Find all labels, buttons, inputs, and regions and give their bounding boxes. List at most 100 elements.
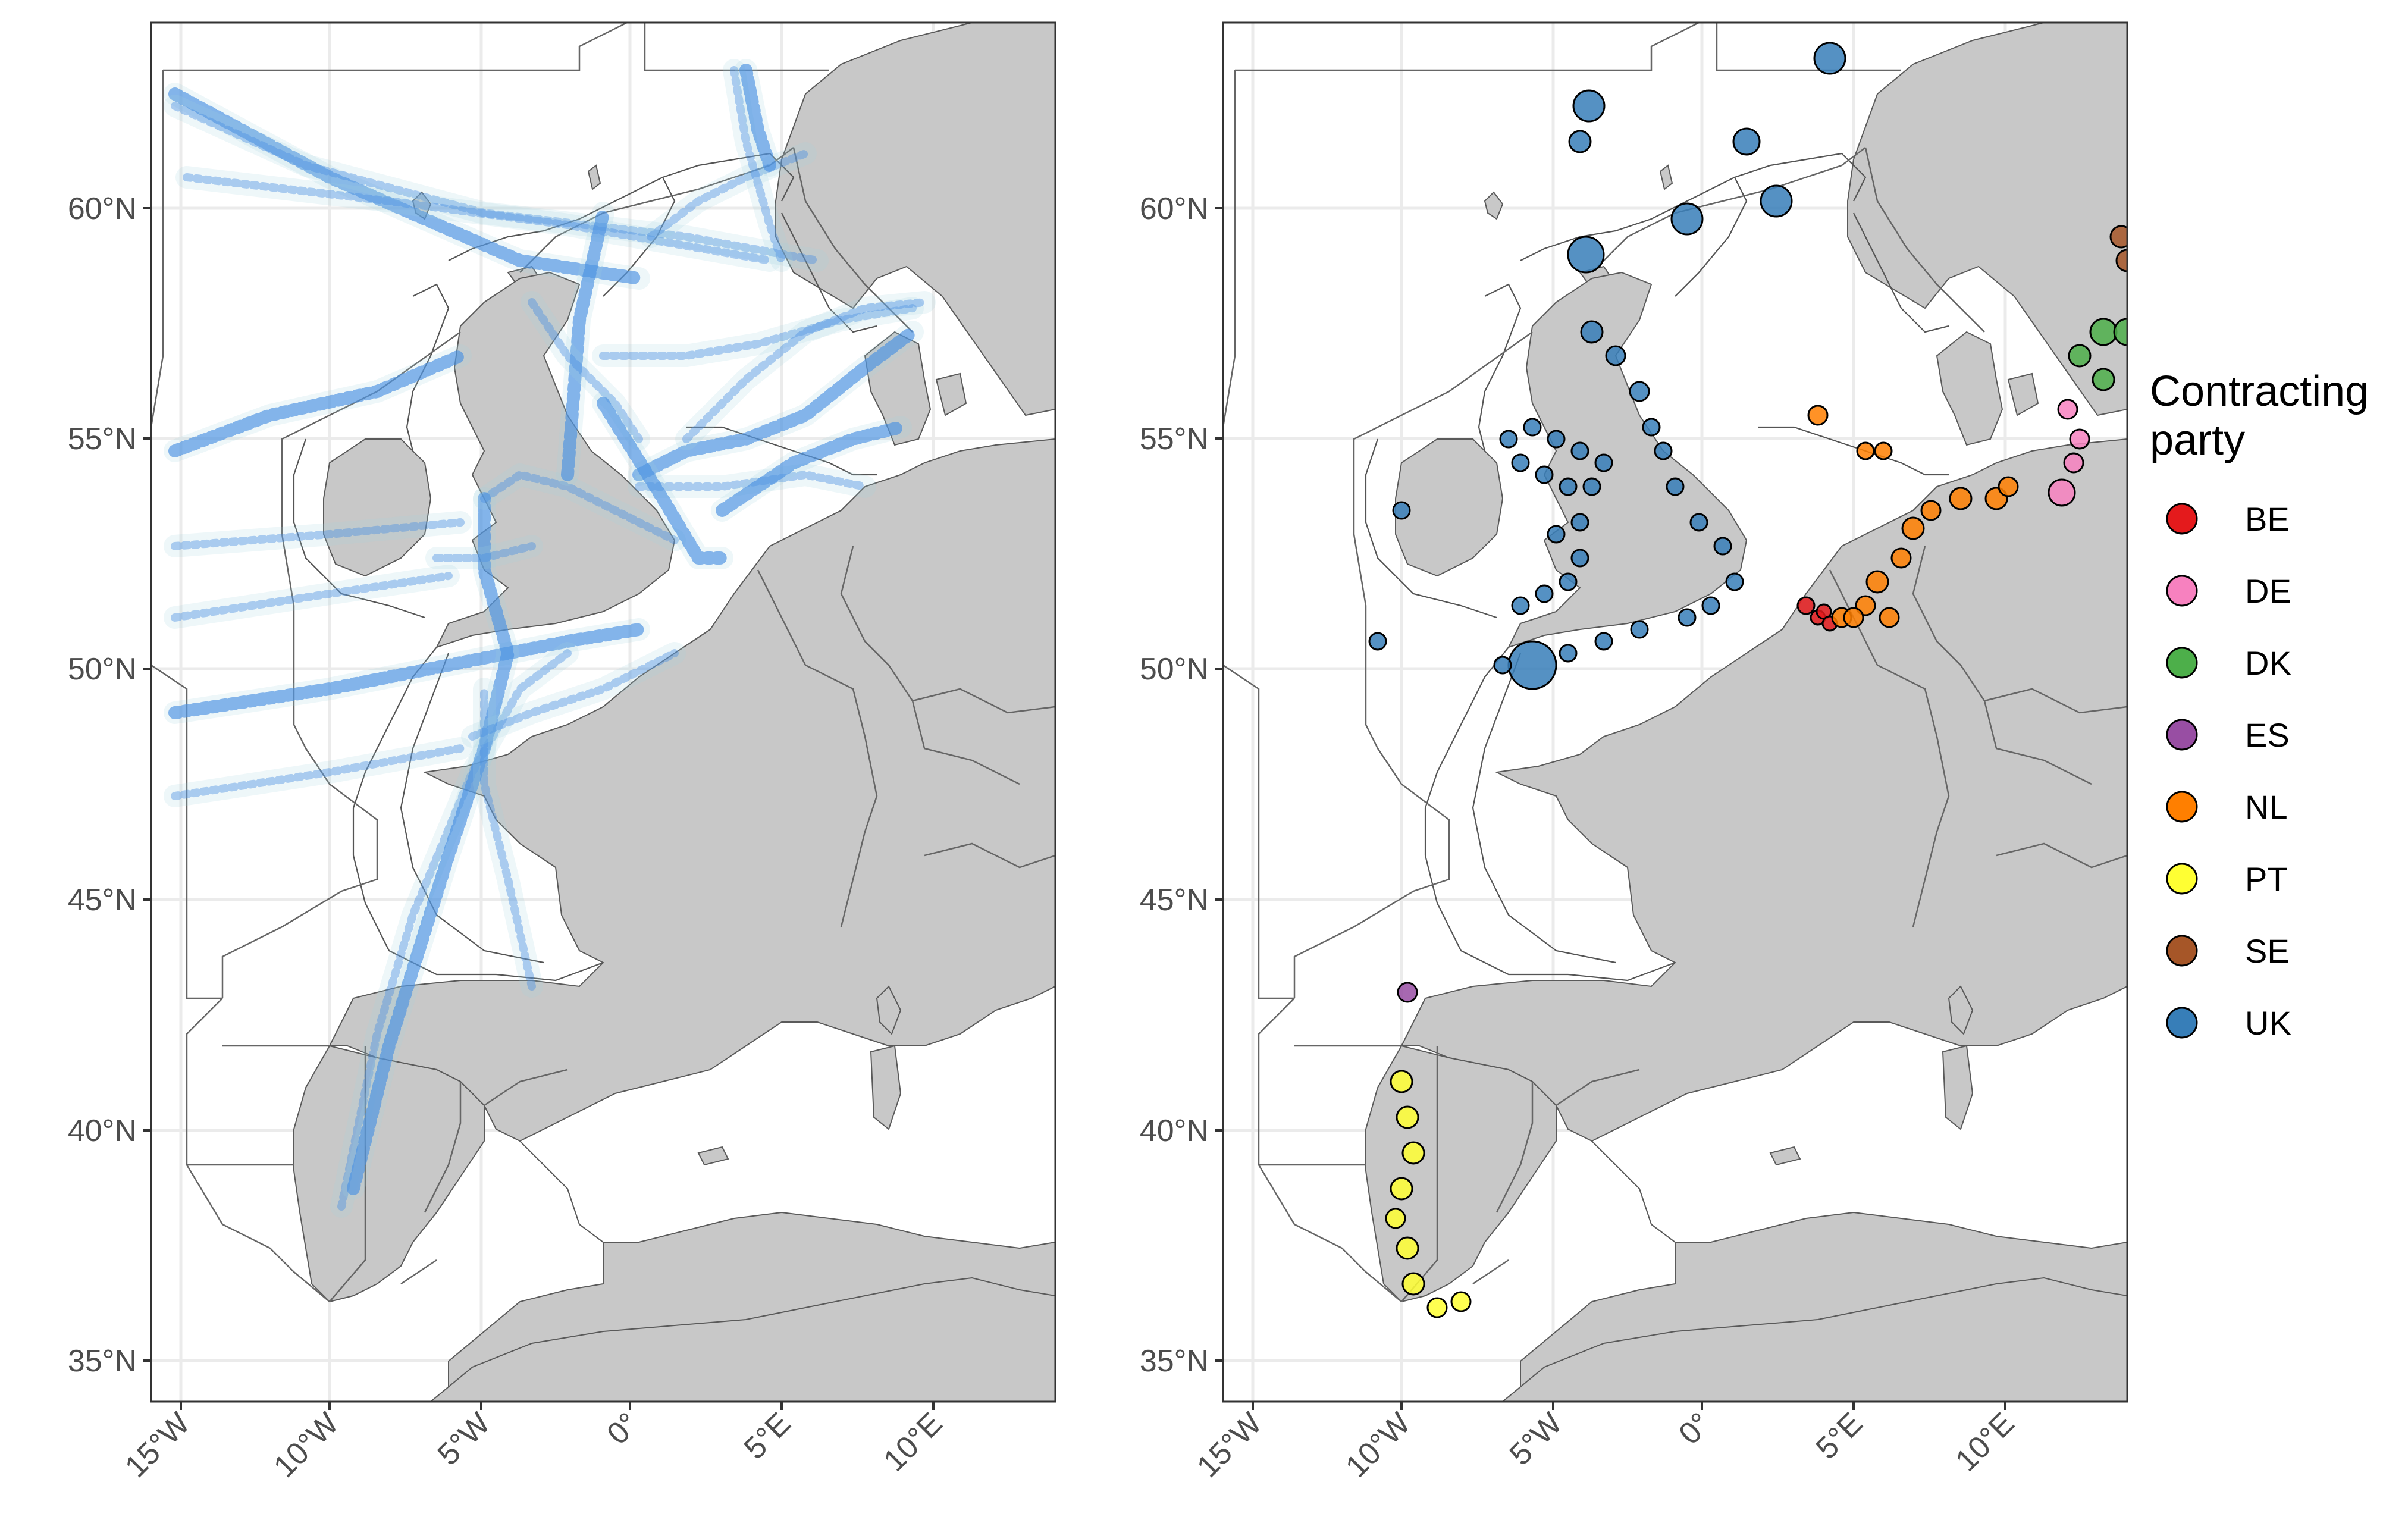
point-pt	[1426, 1297, 1448, 1318]
vessel-track	[168, 349, 467, 457]
point-uk	[1760, 184, 1793, 218]
vessel-track	[561, 206, 610, 481]
point-uk	[1732, 127, 1761, 156]
y-tick-label: 40°N	[68, 1114, 137, 1148]
point-uk	[1701, 596, 1720, 615]
point-nl	[1998, 476, 2019, 497]
point-se	[2115, 249, 2127, 272]
point-uk	[1654, 441, 1673, 460]
legend-label-nl: NL	[2245, 788, 2288, 826]
point-uk	[1594, 453, 1613, 472]
y-tick-label: 60°N	[68, 192, 137, 226]
legend-key-de	[2166, 575, 2198, 607]
point-pt	[1401, 1141, 1425, 1165]
point-nl	[1807, 405, 1829, 426]
x-tick-label: 5°W	[1503, 1406, 1569, 1472]
point-pt	[1385, 1208, 1406, 1229]
legend: Contracting party BE DE DK ES NL PT SE UK	[2150, 368, 2369, 1042]
point-uk	[1580, 320, 1604, 344]
point-nl	[1901, 516, 1925, 540]
point-uk	[1689, 513, 1708, 532]
point-uk	[1813, 42, 1846, 75]
vessel-track	[171, 744, 465, 800]
point-uk	[1523, 418, 1542, 437]
point-uk	[1559, 572, 1578, 591]
point-es	[1397, 982, 1418, 1003]
vessel-tracks	[164, 59, 936, 1218]
vessel-track	[599, 304, 917, 360]
point-uk	[1499, 430, 1518, 449]
vessel-track	[432, 542, 536, 562]
point-uk	[1642, 418, 1661, 437]
vessel-track	[597, 397, 729, 565]
legend-title-line1: Contracting	[2150, 368, 2369, 415]
vessel-track	[171, 518, 465, 550]
point-uk	[1511, 596, 1530, 615]
vessel-track	[682, 298, 929, 443]
vessel-track	[716, 421, 907, 517]
point-uk	[1582, 477, 1601, 496]
vessel-track	[480, 685, 536, 991]
point-uk	[1559, 644, 1578, 663]
left-panel-border	[150, 21, 1056, 1403]
vessel-track	[468, 649, 679, 741]
legend-label-de: DE	[2245, 572, 2291, 610]
point-uk	[1572, 89, 1606, 123]
track-halo	[425, 535, 543, 569]
vessel-track	[168, 87, 645, 285]
y-tick-label: 35°N	[68, 1344, 137, 1378]
legend-key-uk	[2166, 1007, 2198, 1039]
point-de	[2069, 428, 2090, 450]
y-tick-label: 55°N	[68, 422, 137, 456]
vessel-track	[337, 649, 572, 1211]
x-tick-label: 5°E	[1810, 1406, 1870, 1466]
point-uk	[1547, 430, 1566, 449]
point-dk	[2068, 344, 2092, 368]
vessel-track	[183, 173, 774, 265]
legend-label-se: SE	[2245, 932, 2290, 970]
point-uk	[1670, 202, 1704, 236]
vessel-track	[480, 471, 679, 544]
point-nl	[1890, 547, 1912, 569]
point-uk	[1605, 345, 1626, 366]
x-tick-label: 5°W	[431, 1406, 497, 1472]
point-uk	[1570, 513, 1589, 532]
legend-key-pt	[2166, 863, 2198, 895]
point-nl	[1920, 500, 1942, 521]
y-tick-label: 50°N	[1140, 652, 1209, 687]
point-uk	[1547, 525, 1566, 544]
legend-key-be	[2166, 503, 2198, 535]
x-tick-label: 15°W	[1190, 1406, 1268, 1484]
y-tick-label: 50°N	[68, 652, 137, 687]
point-se	[2109, 225, 2127, 249]
legend-key-dk	[2166, 647, 2198, 679]
point-uk	[1511, 453, 1530, 472]
point-dk	[2089, 318, 2118, 346]
point-uk	[1630, 620, 1649, 639]
track-halo	[461, 642, 686, 748]
point-uk	[1568, 130, 1592, 153]
point-uk	[1570, 549, 1589, 568]
point-uk	[1535, 465, 1554, 484]
legend-label-dk: DK	[2245, 644, 2291, 682]
x-tick-label: 10°E	[877, 1406, 949, 1478]
legend-key-es	[2166, 719, 2198, 751]
track-halo	[521, 291, 650, 450]
y-tick-label: 60°N	[1140, 192, 1209, 226]
x-tick-label: 0°	[1672, 1406, 1717, 1451]
track-halo	[473, 678, 543, 998]
left-panel: 35°N 40°N 45°N 50°N 55°N 60°N 15°W 10°W 5°W 0° 5°E…	[68, 21, 1056, 1484]
vessel-track	[528, 298, 643, 443]
track-halo	[164, 95, 829, 272]
y-tick-label: 45°N	[68, 883, 137, 917]
track-halo	[473, 463, 686, 551]
x-tick-label: 10°W	[267, 1406, 345, 1484]
point-dk	[2092, 368, 2115, 391]
point-uk	[1535, 584, 1554, 603]
point-dk	[2113, 318, 2127, 346]
track-halo	[592, 297, 924, 367]
point-uk	[1368, 632, 1387, 651]
point-nl	[1865, 570, 1889, 594]
point-de	[2057, 399, 2078, 420]
